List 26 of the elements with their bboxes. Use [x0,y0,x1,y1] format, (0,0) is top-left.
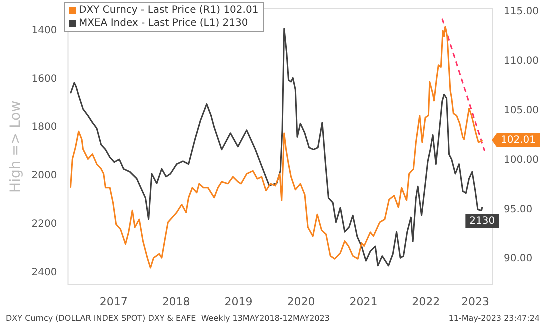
x-tick-label: 2019 [224,295,253,308]
y2-tick-label: 110.00 [504,56,540,67]
text: 11-May-2023 23:47:24 [448,314,540,323]
y2-tick-label: 95.00 [504,204,533,216]
y2-tick-label: 90.00 [504,254,533,265]
data-label: 2130 [470,216,496,227]
y-tick-label: 2000 [32,170,58,182]
y-tick-label: 2400 [32,267,58,278]
data-label: 102.01 [501,134,536,146]
x-tick-label: 2020 [287,295,316,308]
y2-tick-label: 105.00 [504,105,540,116]
y-tick-label: 1600 [32,74,58,85]
x-tick-label: 2017 [100,295,128,308]
y-axis-title: High => Low [8,100,24,193]
legend-label: DXY Curncy - Last Price (R1) 102.01 [79,4,259,17]
y-tick-label: 1400 [32,25,58,36]
x-tick-label: 2018 [162,295,190,308]
x-tick-label: 2022 [412,295,440,308]
y-tick-label: 1800 [32,122,58,134]
y2-tick-label: 100.00 [504,154,540,166]
x-tick-label: 2021 [350,295,378,308]
text: DXY Curncy (DOLLAR INDEX SPOT) DXY & EAFE Weekly 13MAY2018-12MAY2023 [6,314,330,323]
y2-tick-label: 115.00 [504,6,540,18]
y-tick-label: 2200 [32,218,58,230]
legend-label: MXEA Index - Last Price (L1) 2130 [79,17,248,30]
x-tick-label: 2023 [462,295,490,308]
